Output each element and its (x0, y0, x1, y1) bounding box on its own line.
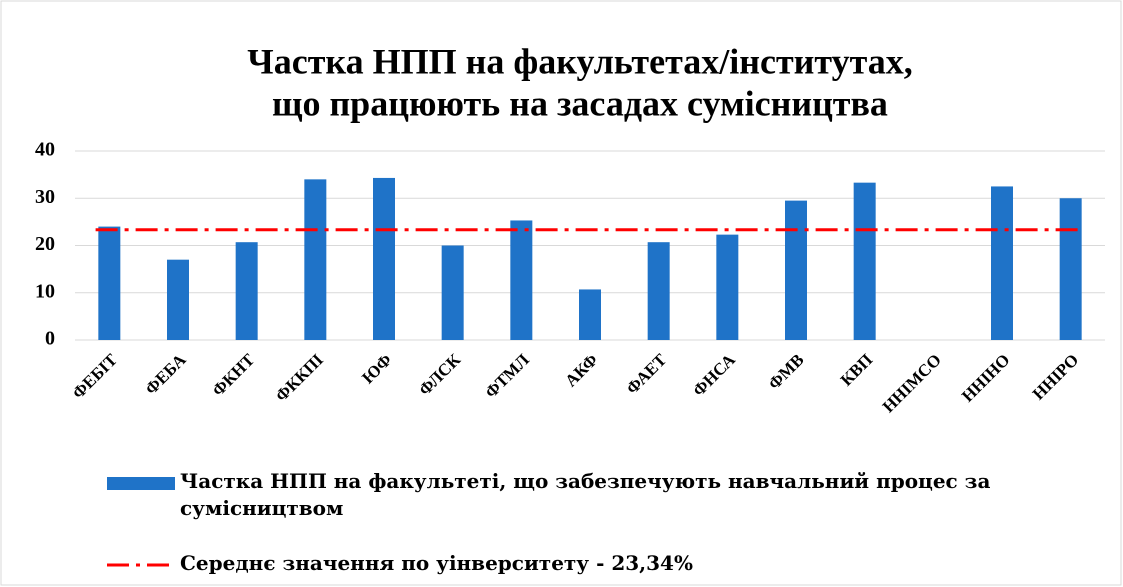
y-tick-label: 40 (35, 139, 55, 161)
chart-title: Частка НПП на факультетах/інститутах, (247, 41, 912, 81)
bar (1059, 198, 1082, 340)
bar (785, 200, 807, 340)
legend-label: Частка НПП на факультеті, що забезпечуют… (180, 469, 991, 520)
chart-title: що працюють на засадах сумісництва (272, 83, 888, 123)
bar (647, 242, 670, 340)
bar (991, 186, 1013, 340)
bar (373, 177, 395, 340)
y-tick-label: 20 (35, 233, 55, 255)
bar (167, 259, 189, 340)
bar (510, 220, 533, 340)
legend-label: Середнє значення по уінверситету - 23,34… (180, 551, 693, 575)
bar (441, 245, 464, 340)
bar (98, 226, 121, 340)
legend-swatch (107, 477, 175, 490)
y-tick-label: 10 (35, 280, 55, 302)
y-tick-label: 30 (35, 186, 55, 208)
bar (853, 182, 876, 340)
bar (716, 234, 739, 340)
bar (235, 242, 258, 340)
bar (304, 179, 327, 340)
y-tick-label: 0 (45, 328, 55, 350)
bar (579, 289, 601, 340)
